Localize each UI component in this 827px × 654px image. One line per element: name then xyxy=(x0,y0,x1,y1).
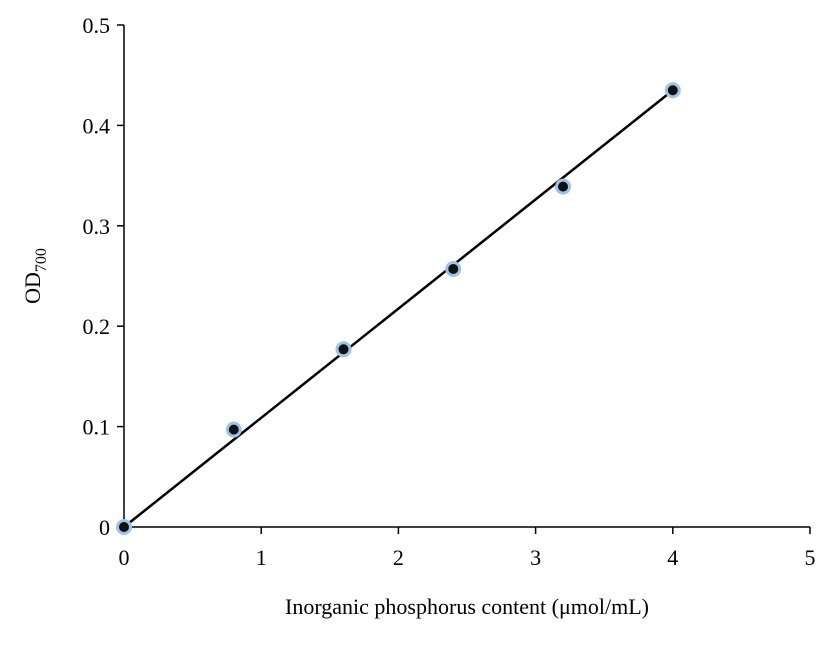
data-point xyxy=(445,260,462,277)
y-axis-label-subscript: 700 xyxy=(33,248,50,272)
data-point xyxy=(225,421,242,438)
y-tick-label: 0.3 xyxy=(83,214,111,239)
x-tick-label: 2 xyxy=(393,545,404,570)
data-point xyxy=(335,341,352,358)
y-axis-label: OD700 xyxy=(20,248,50,304)
data-point xyxy=(555,178,572,195)
y-axis-label-main: OD xyxy=(20,272,45,304)
y-tick-label: 0 xyxy=(99,515,110,540)
data-point xyxy=(664,82,681,99)
y-tick-label: 0.5 xyxy=(83,13,111,38)
y-tick-label: 0.4 xyxy=(83,113,111,138)
y-tick-label: 0.1 xyxy=(83,415,111,440)
x-tick-label: 3 xyxy=(530,545,541,570)
x-tick-label: 0 xyxy=(119,545,130,570)
trendline xyxy=(123,89,674,528)
x-tick-label: 4 xyxy=(667,545,678,570)
x-tick-label: 1 xyxy=(256,545,267,570)
x-axis-label: Inorganic phosphorus content (μmol/mL) xyxy=(285,594,649,619)
y-tick-label: 0.2 xyxy=(83,314,111,339)
data-point xyxy=(116,519,132,535)
x-tick-label: 5 xyxy=(805,545,816,570)
